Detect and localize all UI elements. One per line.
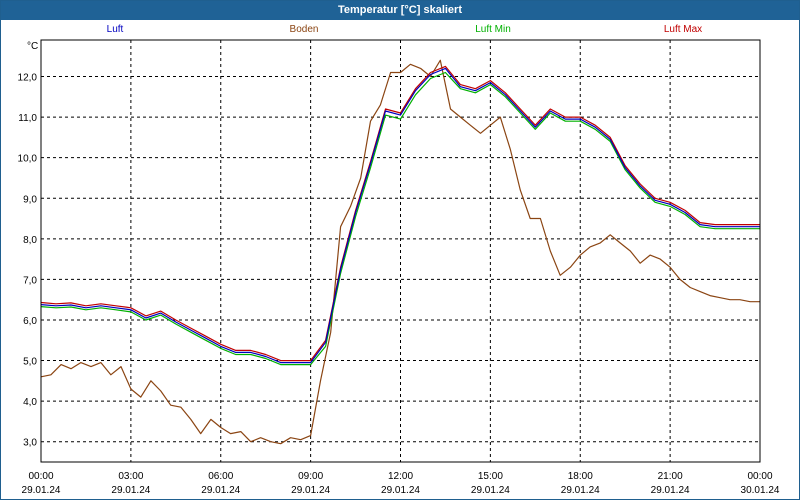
x-tick-date: 29.01.24 [201,485,240,496]
legend-luft-max: Luft Max [663,24,703,35]
x-tick-date: 29.01.24 [471,485,510,496]
y-tick-label: 6,0 [23,316,37,327]
x-tick-time: 21:00 [658,471,683,482]
x-tick-time: 12:00 [388,471,413,482]
chart-title: Temperatur [°C] skaliert [1,1,799,20]
axis-ticks: 3,0 4,0 5,0 6,0 7,0 8,0 9,0 10,0 11,0 12,0 00:00 29… [18,73,780,496]
series-line-boden [40,59,760,445]
y-tick-label: 9,0 [23,194,37,205]
x-tick-date: 29.01.24 [111,485,150,496]
x-tick-time: 00:00 [28,471,53,482]
legend-luft: Luft [106,24,124,35]
x-tick-time: 03:00 [118,471,143,482]
x-tick-date: 29.01.24 [561,485,600,496]
series-lines [40,59,760,445]
y-tick-label: 11,0 [18,113,37,124]
y-tick-label: 4,0 [23,397,37,408]
y-tick-label: 7,0 [23,275,37,286]
series-line-luft-max [40,65,760,362]
x-tick-date: 29.01.24 [651,485,690,496]
x-tick-time: 06:00 [208,471,233,482]
series-line-luft-min [40,71,760,366]
x-tick-date: 29.01.24 [291,485,330,496]
y-axis-unit: °C [27,41,38,52]
x-tick-time: 18:00 [568,471,593,482]
y-tick-label: 3,0 [23,438,37,449]
y-tick-label: 8,0 [23,235,37,246]
series-line-luft [40,67,760,364]
y-tick-label: 12,0 [18,73,38,84]
grid [41,40,760,462]
x-tick-time: 15:00 [478,471,503,482]
legend-luft-min: Luft Min [475,24,511,35]
x-tick-time: 00:00 [747,471,772,482]
y-tick-label: 5,0 [23,357,37,368]
x-tick-time: 09:00 [298,471,323,482]
x-tick-date: 29.01.24 [381,485,420,496]
legend-boden: Boden [289,24,319,35]
plot-area-border [40,39,761,463]
y-tick-label: 10,0 [18,154,38,165]
x-tick-date: 30.01.24 [741,485,780,496]
x-tick-date: 29.01.24 [22,485,61,496]
